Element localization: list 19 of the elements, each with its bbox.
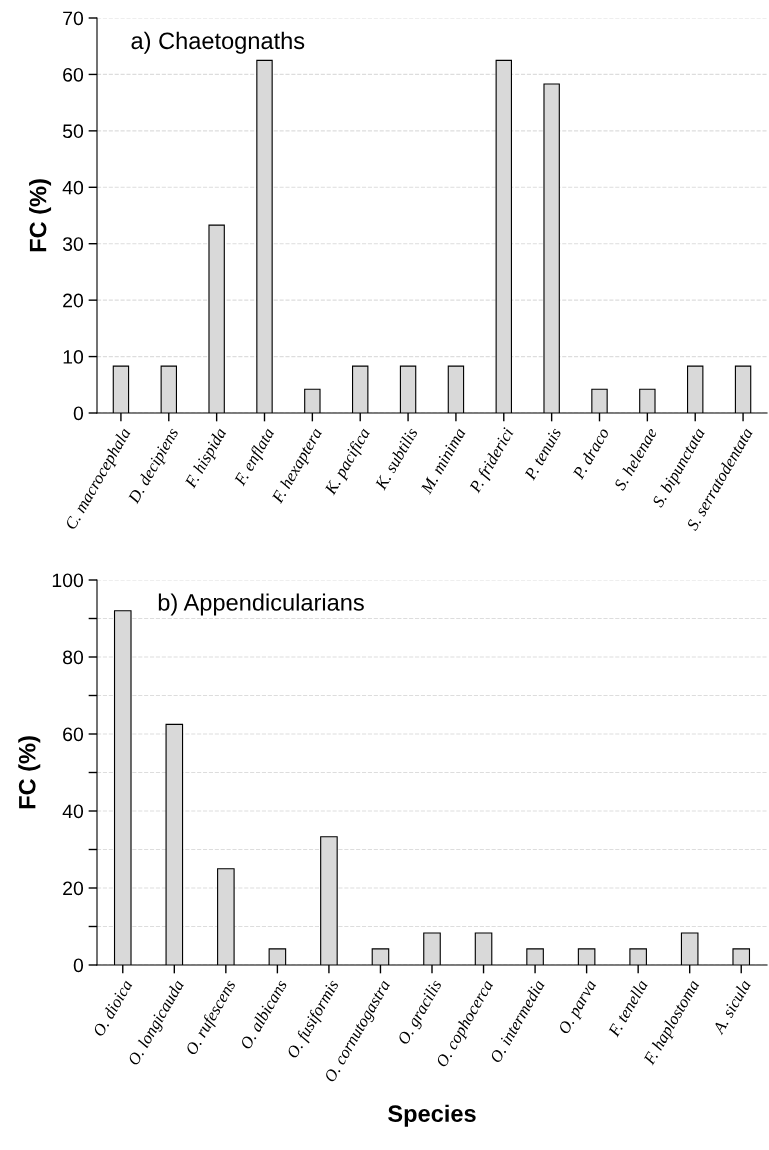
y-tick-label: 60	[63, 727, 84, 742]
text: b) Appendicularians	[158, 593, 364, 616]
y-tick-label: 40	[62, 804, 84, 819]
y-tick-label: 60	[63, 67, 84, 82]
y-axis-title: FC (%)	[29, 179, 52, 252]
y-tick-label: 100	[52, 573, 84, 588]
text: a) Chaetognaths	[131, 31, 305, 54]
y-tick-label: 30	[62, 237, 84, 251]
y-axis-title: FC (%)	[18, 736, 41, 809]
y-tick-label: 10	[63, 350, 84, 364]
y-tick-label: 50	[62, 124, 84, 139]
x-axis-title: Species	[388, 1104, 476, 1127]
y-tick-label: 0	[73, 958, 84, 973]
y-tick-label: 40	[62, 180, 84, 195]
y-tick-label: 70	[63, 11, 84, 26]
y-tick-label: 80	[63, 650, 84, 665]
y-tick-label: 20	[63, 293, 84, 308]
y-tick-label: 20	[63, 881, 84, 896]
y-tick-label: 0	[73, 406, 84, 421]
